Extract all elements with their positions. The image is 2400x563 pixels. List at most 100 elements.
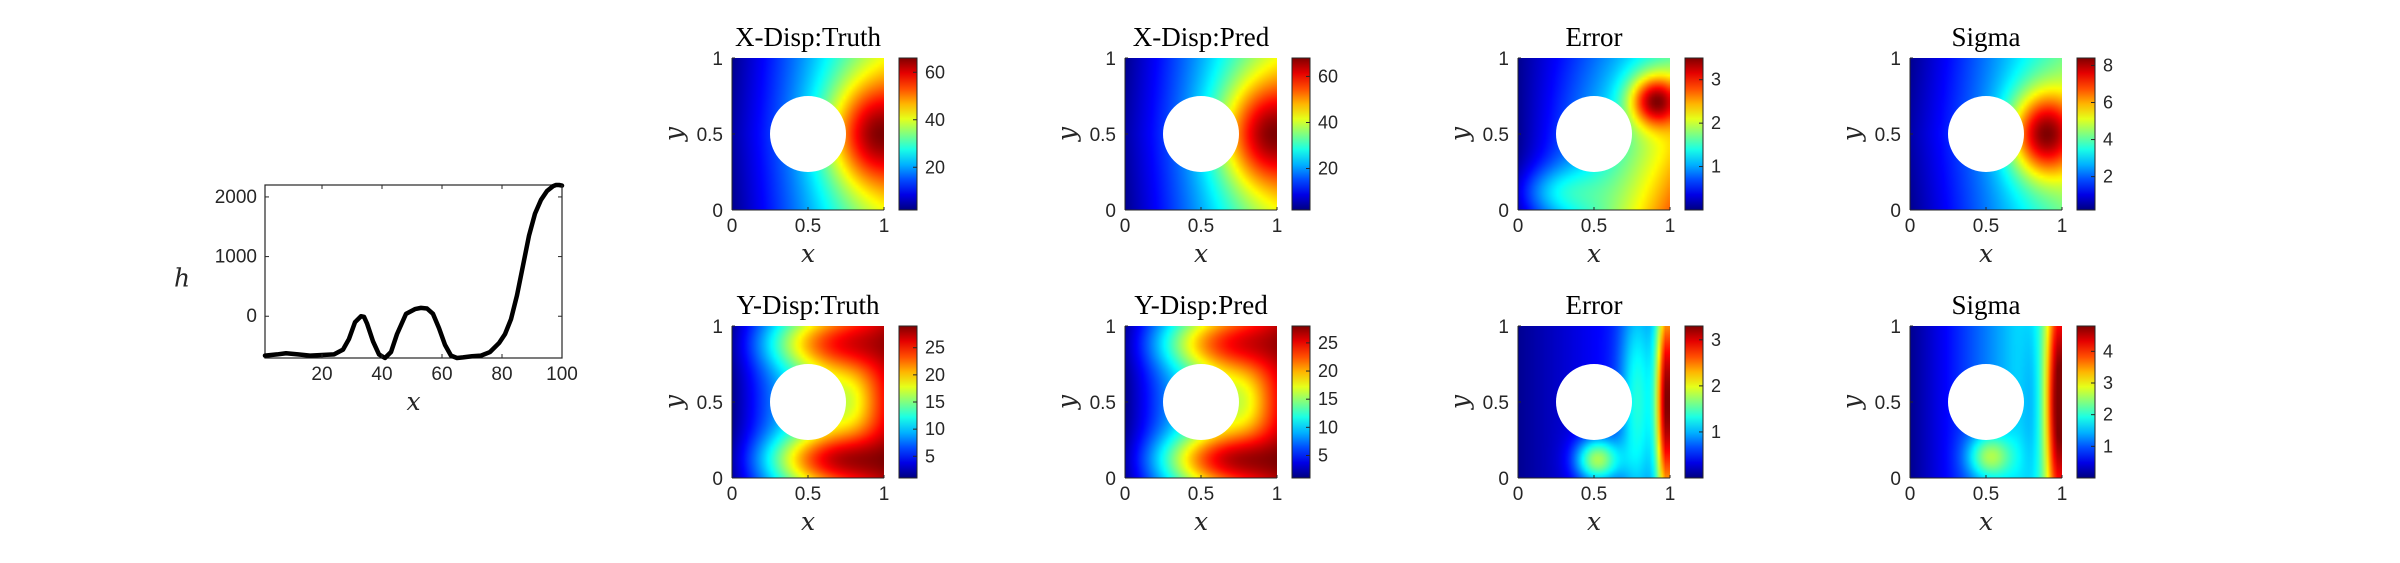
y-tick-label: 0.5 [697,125,723,146]
x-tick-label: 0 [1905,484,1916,505]
panel-title: Error [1566,22,1623,52]
y-tick-label: 1 [1105,317,1116,338]
heatmap-panel: 0 0.5 1 0 0.5 1 x y Sigma 2 4 6 8 [1837,22,2113,268]
x-axis-label: x [801,507,815,536]
x-axis-label: x [1587,507,1601,536]
y-tick-label: 0 [1105,201,1116,222]
colorbar-tick-label: 60 [925,62,945,82]
y-axis-label: y [1445,394,1474,410]
colorbar-tick-label: 25 [1318,333,1338,353]
y-tick-label: 0 [712,201,723,222]
hole-circle [1948,364,2024,440]
x-tick-label: 0.5 [1973,484,1999,505]
colorbar-tick-label: 2 [1711,376,1721,396]
panel-title: Sigma [1951,22,2020,52]
colorbar-tick-label: 2 [2103,167,2113,187]
x-tick-label: 1 [1272,484,1283,505]
hole-circle [770,364,846,440]
x-axis-label: x [1587,239,1601,268]
hole-circle [1948,96,2024,172]
colorbar-tick-label: 8 [2103,55,2113,75]
x-tick-label: 0 [727,216,738,237]
y-axis-label: y [1445,126,1474,142]
colorbar-tick-label: 60 [1318,66,1338,86]
y-tick-label: 1 [1890,317,1901,338]
colorbar-tick-label: 20 [1318,159,1338,179]
x-tick-label: 0 [1120,216,1131,237]
x-tick-label: 0.5 [1581,484,1607,505]
x-tick-label: 1 [1665,484,1676,505]
x-tick-label: 20 [311,364,332,385]
x-tick-label: 100 [546,364,578,385]
colorbar-tick-label: 3 [2103,373,2113,393]
y-tick-label: 0.5 [1483,393,1509,414]
colorbar-tick-label: 3 [1711,70,1721,90]
colorbar-tick-label: 15 [925,392,945,412]
x-tick-label: 0.5 [1973,216,1999,237]
y-axis-label: h [174,264,190,293]
x-axis-label: x [406,387,420,416]
y-tick-label: 0 [246,306,257,327]
panel-title: Error [1566,290,1623,320]
x-tick-label: 0.5 [1188,216,1214,237]
x-tick-label: 0 [1513,484,1524,505]
y-axis-label: y [659,394,688,410]
x-tick-label: 0.5 [1188,484,1214,505]
x-tick-label: 1 [1665,216,1676,237]
y-axis-label: y [1837,126,1866,142]
x-tick-label: 40 [371,364,392,385]
x-tick-label: 1 [2057,216,2068,237]
x-tick-label: 0.5 [795,216,821,237]
y-tick-label: 1000 [215,247,257,268]
y-tick-label: 1 [1105,49,1116,70]
y-tick-label: 1 [1498,317,1509,338]
x-tick-label: 0 [727,484,738,505]
colorbar-tick-label: 10 [925,419,945,439]
colorbar-tick-label: 40 [925,110,945,130]
colorbar [2076,57,2096,211]
colorbar-tick-label: 10 [1318,417,1338,437]
colorbar-tick-label: 1 [1711,422,1721,442]
line-chart-axes-box [264,184,563,359]
y-tick-label: 0 [1498,201,1509,222]
colorbar-tick-label: 40 [1318,112,1338,132]
x-tick-label: 0.5 [1581,216,1607,237]
x-tick-label: 60 [431,364,452,385]
colorbar-tick-label: 5 [1318,445,1328,465]
y-axis-label: y [1052,126,1081,142]
panel-title: X-Disp:Pred [1133,22,1270,52]
x-tick-label: 1 [879,484,890,505]
heatmap-panel: 0 0.5 1 0 0.5 1 x y X-Disp:Pred 20 40 60 [1052,22,1338,268]
x-axis-label: x [1979,507,1993,536]
y-tick-label: 0.5 [1090,393,1116,414]
panel-title: Y-Disp:Truth [736,290,880,320]
x-tick-label: 0 [1120,484,1131,505]
x-tick-label: 0 [1905,216,1916,237]
heatmap-panel: 0 0.5 1 0 0.5 1 x y Error 1 2 3 [1445,290,1721,536]
hole-circle [1163,96,1239,172]
y-tick-label: 0 [1498,469,1509,490]
x-axis-label: x [1979,239,1993,268]
hole-circle [1163,364,1239,440]
y-tick-label: 0.5 [1090,125,1116,146]
colorbar-tick-label: 1 [1711,157,1721,177]
colorbar-tick-label: 1 [2103,436,2113,456]
colorbar-tick-label: 3 [1711,330,1721,350]
y-axis-label: y [1052,394,1081,410]
hole-circle [770,96,846,172]
heatmap-panel: 0 0.5 1 0 0.5 1 x y Sigma 1 2 3 4 [1837,290,2113,536]
colorbar-tick-label: 20 [925,157,945,177]
hole-circle [1556,96,1632,172]
colorbar [1291,325,1311,479]
colorbar-tick-label: 6 [2103,92,2113,112]
colorbar [898,57,918,211]
y-tick-label: 1 [712,49,723,70]
y-tick-label: 0 [712,469,723,490]
colorbar [2076,325,2096,479]
panel-title: Y-Disp:Pred [1134,290,1268,320]
x-axis-label: x [1194,239,1208,268]
colorbar-tick-label: 4 [2103,341,2113,361]
